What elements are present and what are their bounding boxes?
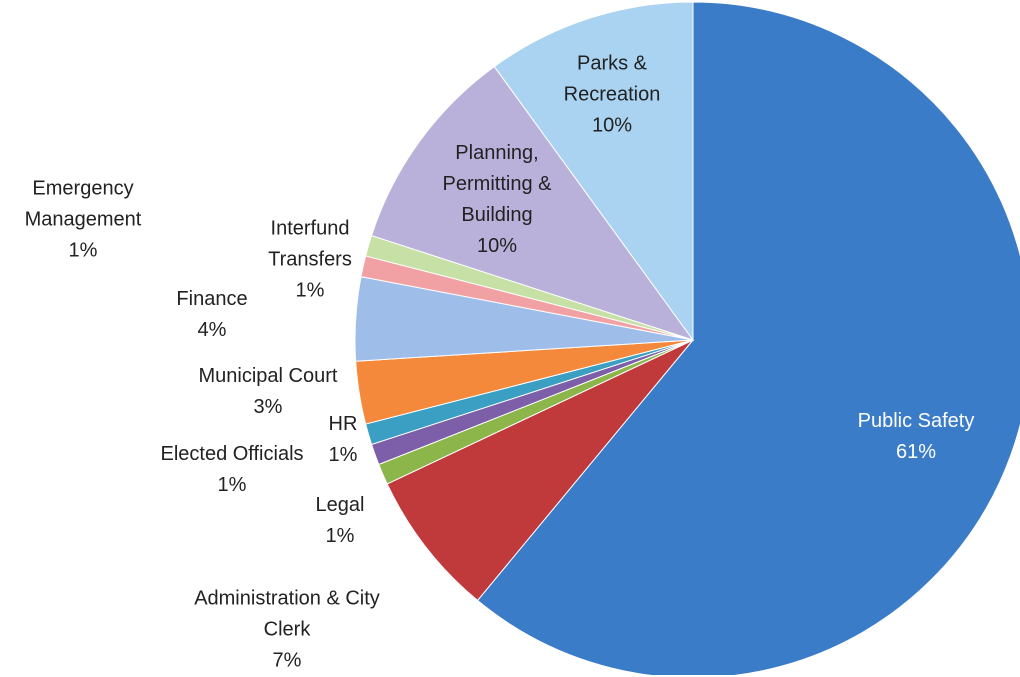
pie-slice bbox=[493, 1, 694, 342]
value-label: 4% bbox=[197, 319, 227, 341]
pie-slice bbox=[370, 65, 695, 341]
slice-label: Planning, Permitting & Building 10% bbox=[422, 138, 572, 262]
value-label: 10% bbox=[591, 114, 633, 137]
category-label: Elected Officials bbox=[160, 443, 304, 465]
slice-label: Interfund Transfers 1% bbox=[255, 214, 365, 307]
category-label: Administration & City Clerk bbox=[194, 587, 380, 641]
slice-label: Legal 1% bbox=[305, 490, 375, 552]
slice-label: Emergency Management 1% bbox=[3, 174, 163, 267]
category-label: Legal bbox=[315, 494, 365, 516]
category-label: Parks & Recreation bbox=[563, 52, 661, 106]
slice-label: Administration & City Clerk 7% bbox=[172, 584, 402, 677]
slice-label: HR 1% bbox=[318, 409, 368, 471]
value-label: 1% bbox=[68, 239, 98, 262]
value-label: 1% bbox=[328, 444, 358, 466]
pie-slice bbox=[476, 1, 1020, 675]
value-label: 10% bbox=[476, 235, 518, 257]
slice-label: Elected Officials 1% bbox=[142, 439, 322, 501]
slice-label: Finance 4% bbox=[167, 284, 257, 346]
category-label: Emergency Management bbox=[24, 177, 142, 231]
slice-label: Parks & Recreation 10% bbox=[552, 49, 672, 142]
slice-label: Municipal Court 3% bbox=[178, 361, 358, 423]
category-label: Finance bbox=[176, 288, 248, 310]
category-label: HR bbox=[328, 413, 358, 435]
value-label: 1% bbox=[217, 474, 247, 496]
category-label: Municipal Court bbox=[198, 365, 338, 387]
category-label: Planning, Permitting & Building bbox=[442, 142, 552, 226]
value-label: 1% bbox=[325, 525, 355, 547]
value-label: 3% bbox=[253, 396, 283, 418]
category-label: Interfund Transfers bbox=[268, 217, 352, 271]
value-label: 61% bbox=[895, 441, 937, 463]
value-label: 7% bbox=[272, 649, 302, 672]
value-label: 1% bbox=[295, 279, 325, 302]
pie-slice bbox=[386, 339, 694, 602]
slice-label: Public Safety 61% bbox=[831, 406, 1001, 468]
category-label: Public Safety bbox=[857, 410, 975, 432]
